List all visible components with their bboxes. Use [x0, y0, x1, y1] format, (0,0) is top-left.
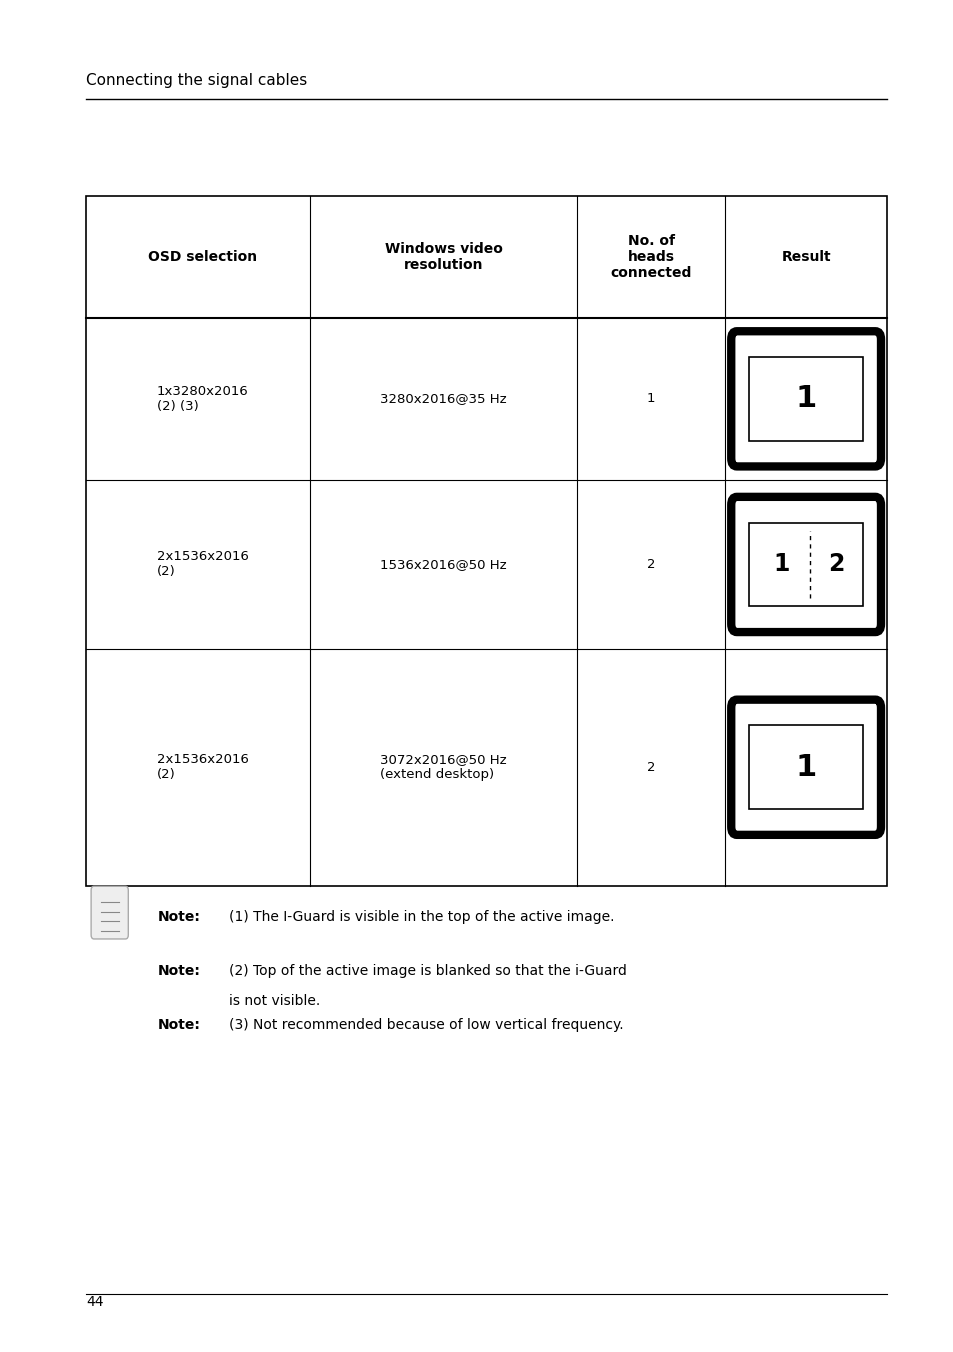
Text: Note:: Note: [157, 1018, 200, 1032]
FancyBboxPatch shape [730, 700, 881, 834]
Text: 2: 2 [646, 558, 655, 571]
Text: 3280x2016@35 Hz: 3280x2016@35 Hz [380, 392, 506, 406]
Text: 1: 1 [795, 753, 816, 781]
Text: is not visible.: is not visible. [229, 994, 320, 1007]
Text: 44: 44 [86, 1295, 103, 1309]
Text: 2x1536x2016
(2): 2x1536x2016 (2) [156, 550, 249, 579]
FancyBboxPatch shape [91, 887, 128, 938]
Text: 1x3280x2016
(2) (3): 1x3280x2016 (2) (3) [156, 385, 249, 412]
Text: 1: 1 [772, 553, 789, 576]
Bar [86, 196, 886, 886]
Text: 1: 1 [646, 392, 655, 406]
Text: 2x1536x2016
(2): 2x1536x2016 (2) [156, 753, 249, 781]
Text: (2) Top of the active image is blanked so that the i-Guard: (2) Top of the active image is blanked s… [229, 964, 626, 977]
FancyBboxPatch shape [730, 331, 881, 466]
Text: 2: 2 [646, 761, 655, 773]
Text: Note:: Note: [157, 964, 200, 977]
Text: 2: 2 [827, 553, 844, 576]
Text: 1: 1 [795, 384, 816, 414]
Bar [748, 523, 862, 606]
Text: Windows video
resolution: Windows video resolution [384, 242, 502, 272]
Text: Result: Result [781, 250, 830, 264]
Text: No. of
heads
connected: No. of heads connected [610, 234, 691, 280]
Text: (1) The I-Guard is visible in the top of the active image.: (1) The I-Guard is visible in the top of… [229, 910, 614, 923]
Bar [748, 725, 862, 808]
Text: 3072x2016@50 Hz
(extend desktop): 3072x2016@50 Hz (extend desktop) [380, 753, 506, 781]
Text: (3) Not recommended because of low vertical frequency.: (3) Not recommended because of low verti… [229, 1018, 623, 1032]
Text: Note:: Note: [157, 910, 200, 923]
Text: OSD selection: OSD selection [148, 250, 257, 264]
Text: Connecting the signal cables: Connecting the signal cables [86, 73, 307, 88]
Text: 1536x2016@50 Hz: 1536x2016@50 Hz [380, 558, 506, 571]
Bar [748, 357, 862, 441]
FancyBboxPatch shape [730, 498, 881, 633]
